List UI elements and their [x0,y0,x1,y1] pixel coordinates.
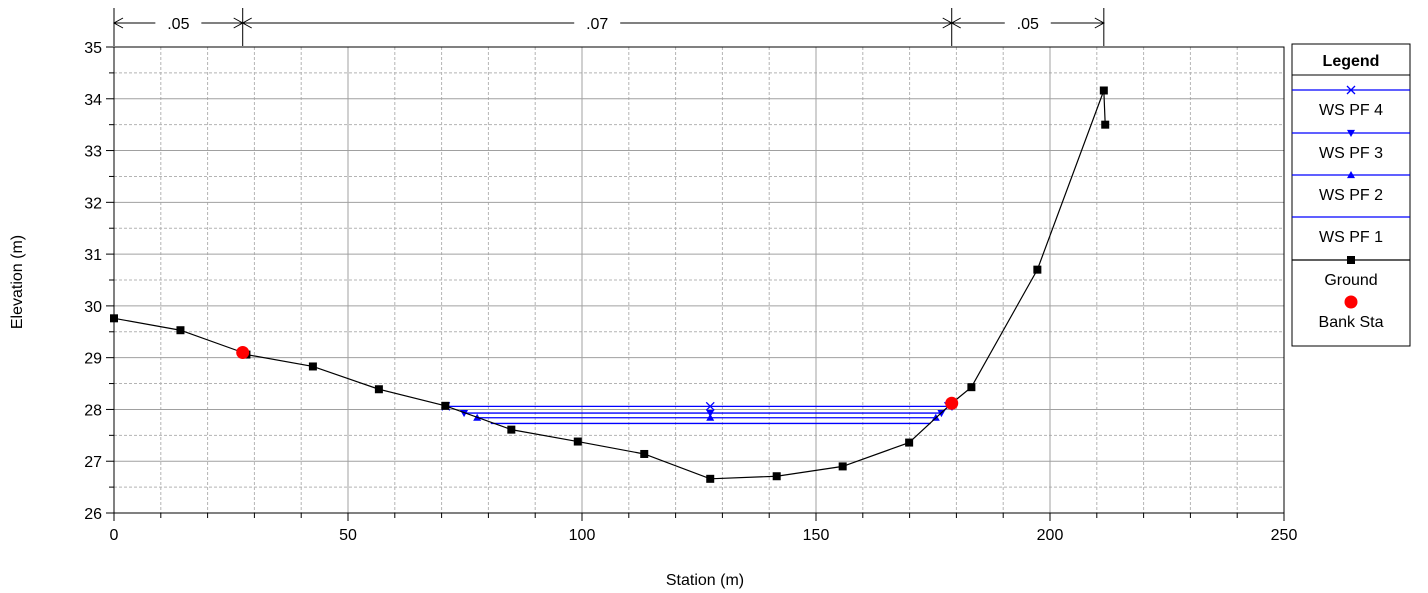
y-tick-labels: 26 27 28 29 30 31 32 33 34 35 [84,40,102,523]
legend-marker [1346,85,1356,95]
y-tick-label: 30 [84,299,102,316]
ws-marker [705,401,715,411]
ground-point [1033,265,1042,274]
legend-entry-label: Bank Sta [1319,314,1384,331]
n-value-label: .05 [167,16,189,33]
ground-point [772,472,781,481]
bank-station-point [236,345,250,359]
x-tick-label: 50 [339,527,357,544]
n-arrowhead [241,17,252,29]
ground-point [1101,120,1110,129]
ground-point [308,362,317,371]
legend-marker [1347,171,1355,179]
ground-point [905,438,914,447]
x-tick-label: 0 [110,527,119,544]
legend-marker [1347,129,1355,137]
ground-point [374,385,383,394]
x-tick-label: 250 [1271,527,1298,544]
grid-major [114,47,1284,513]
ground-point [967,383,976,392]
x-axis-title: Station (m) [666,572,744,589]
ground-point [640,449,649,458]
ground-point [507,425,516,434]
n-arrowhead [950,17,961,29]
n-arrowhead [1094,17,1105,29]
legend-entry-label: WS PF 4 [1319,102,1383,119]
legend-entry-label: Ground [1324,272,1377,289]
y-tick-label: 31 [84,247,102,264]
water-surface-lines [441,401,953,425]
y-tick-label: 32 [84,195,102,212]
y-tick-label: 26 [84,506,102,523]
ground-point [441,401,450,410]
legend-marker [1344,295,1358,309]
ground-point [838,462,847,471]
ws-marker [706,409,715,418]
y-tick-label: 35 [84,40,102,57]
y-axis-title: Elevation (m) [9,235,26,329]
ground-point [573,437,582,446]
mannings-n-bar: .05 .07 .05 [112,8,1105,46]
y-tick-label: 34 [84,92,102,109]
y-tick-label: 29 [84,351,102,368]
ground-point [176,326,185,335]
x-tick-label: 100 [569,527,596,544]
legend-entries: WS PF 4 WS PF 3 WS PF 2 WS PF 1 Ground Bank S… [1292,85,1410,331]
legend-entry-label: WS PF 2 [1319,187,1383,204]
ground-point [706,474,715,483]
bank-station-point [945,396,959,410]
n-arrowhead [112,17,124,29]
legend-entry-label: WS PF 3 [1319,145,1383,162]
legend-title: Legend [1323,53,1380,70]
ground-point [1099,86,1108,95]
axis-ticks [106,46,1285,521]
bank-stations [236,345,959,410]
x-tick-labels: 0 50 100 150 200 250 [110,527,1298,544]
n-value-label: .05 [1017,16,1039,33]
y-tick-label: 28 [84,402,102,419]
ws-marker [706,413,715,421]
x-tick-label: 150 [803,527,830,544]
y-tick-label: 27 [84,454,102,471]
grid-minor [114,47,1284,513]
legend-entry-label: WS PF 1 [1319,229,1383,246]
x-tick-label: 200 [1037,527,1064,544]
y-tick-label: 33 [84,144,102,161]
n-value-label: .07 [586,16,608,33]
legend-marker [1347,256,1355,264]
legend: Legend WS PF 4 WS PF 3 WS PF 2 WS PF 1 Groun… [1291,43,1411,347]
